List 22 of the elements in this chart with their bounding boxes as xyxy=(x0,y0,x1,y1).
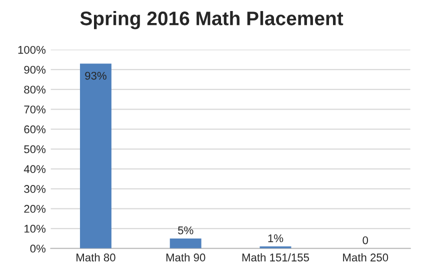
bar xyxy=(80,64,112,248)
data-label: 5% xyxy=(178,226,194,234)
y-tick-label: 30% xyxy=(24,185,46,193)
y-tick-label: 60% xyxy=(24,125,46,134)
x-tick-label: Math 90 xyxy=(166,253,206,262)
y-tick-label: 70% xyxy=(24,106,46,114)
data-label: 1% xyxy=(268,234,284,242)
y-tick-label: 40% xyxy=(24,165,46,174)
x-tick-label: Math 80 xyxy=(76,253,116,262)
x-tick-label: Math 151/155 xyxy=(242,253,309,262)
data-label: 93% xyxy=(85,72,106,80)
bar xyxy=(170,238,202,248)
y-tick-label: 80% xyxy=(24,86,46,94)
chart-title: Spring 2016 Math Placement xyxy=(80,11,344,30)
y-tick-label: 90% xyxy=(24,66,46,74)
y-tick-label: 20% xyxy=(24,204,46,213)
x-tick-label: Math 250 xyxy=(343,253,388,262)
y-tick-label: 50% xyxy=(24,145,46,154)
data-label: 0 xyxy=(362,236,368,244)
y-tick-label: 100% xyxy=(18,46,46,54)
y-tick-label: 10% xyxy=(24,224,46,233)
y-tick-label: 0% xyxy=(30,244,46,253)
